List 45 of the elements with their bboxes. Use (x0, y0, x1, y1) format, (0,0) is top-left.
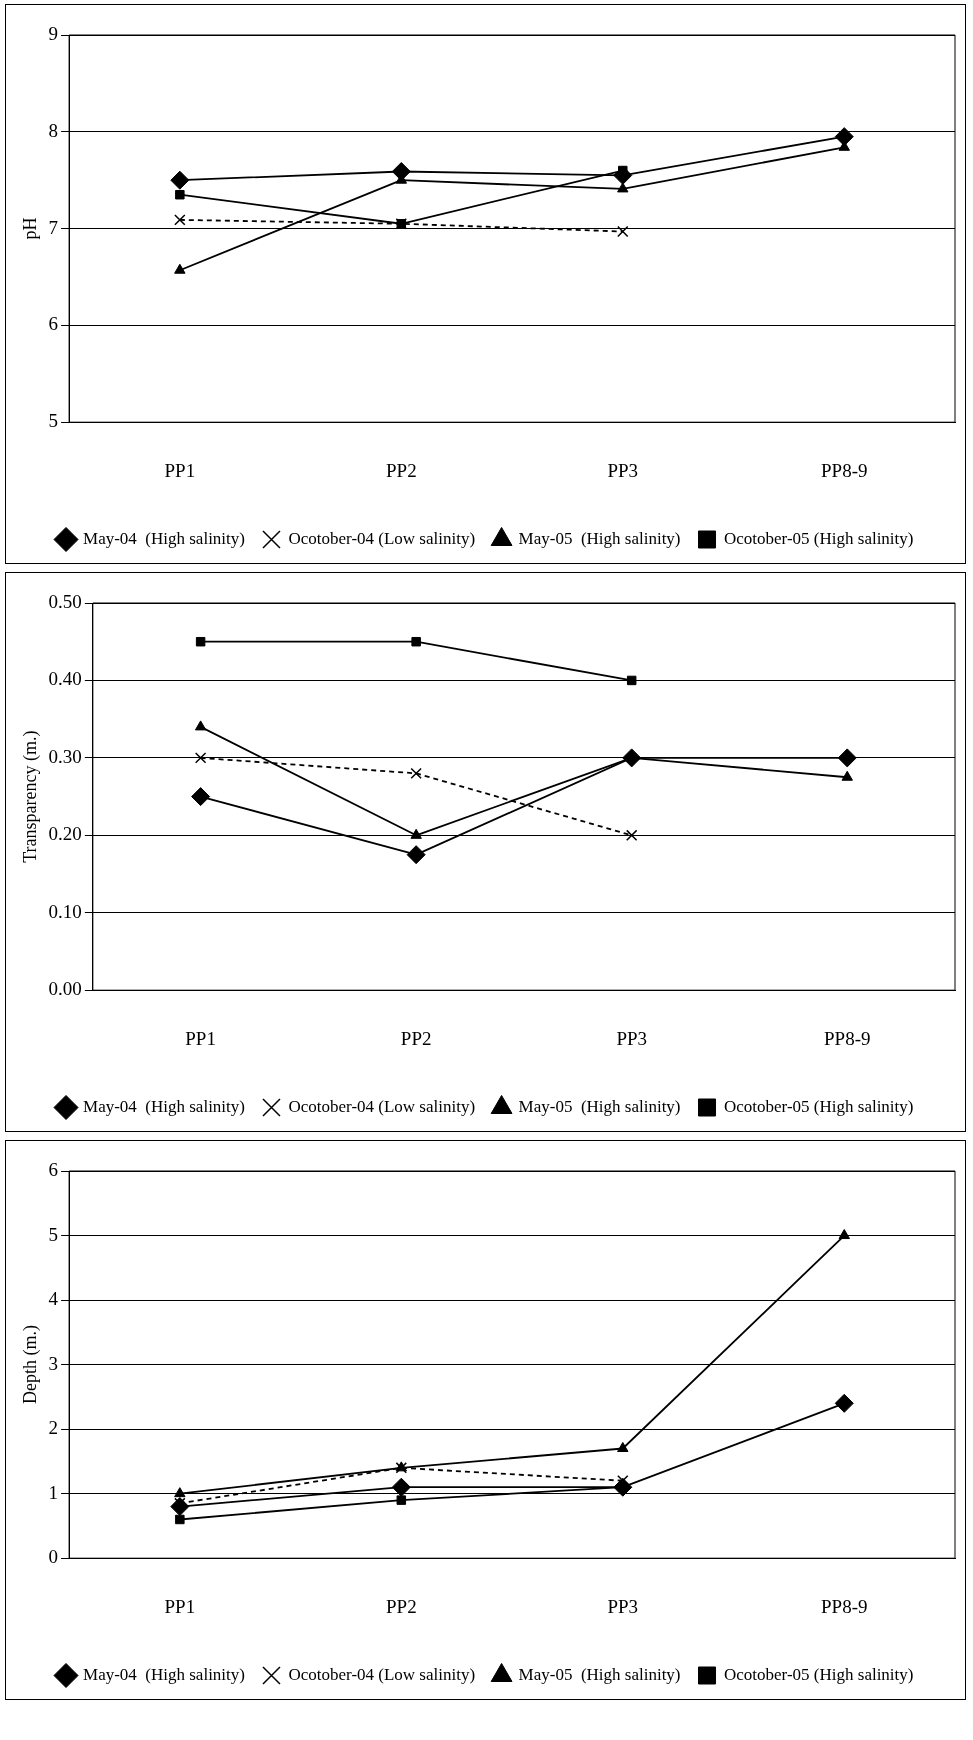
x-tick-label: PP1 (185, 1027, 216, 1049)
y-tick-label: 2 (48, 1417, 59, 1439)
legend-label: Ocotober-04 (Low salinity) (288, 1664, 476, 1684)
y-tick-label: 9 (48, 22, 59, 44)
legend-label: May-04 (High salinity) (83, 528, 245, 548)
x-tick-label: PP8-9 (821, 1595, 868, 1617)
y-tick-label: 0.50 (48, 590, 82, 612)
x-tick-label: PP2 (400, 1027, 432, 1049)
legend-label: May-04 (High salinity) (83, 1664, 245, 1684)
x-tick-label: PP8-9 (821, 459, 868, 481)
y-tick-label: 0.10 (48, 900, 82, 922)
legend-label: Ocotober-05 (High salinity) (724, 1664, 914, 1684)
y-axis-title: Transparency (m.) (19, 730, 41, 863)
y-tick-label: 5 (48, 410, 59, 432)
legend-label: May-05 (High salinity) (518, 528, 681, 548)
legend-label: Ocotober-04 (Low salinity) (288, 1096, 476, 1116)
x-tick-label: PP1 (164, 459, 196, 481)
x-tick-label: PP2 (385, 1595, 417, 1617)
legend-label: Ocotober-04 (Low salinity) (288, 528, 476, 548)
y-tick-label: 8 (48, 119, 59, 141)
y-tick-label: 4 (48, 1288, 59, 1310)
legend-label: May-05 (High salinity) (518, 1664, 681, 1684)
legend-label: May-04 (High salinity) (83, 1096, 245, 1116)
x-tick-label: PP3 (616, 1027, 648, 1049)
x-tick-label: PP3 (607, 459, 639, 481)
y-tick-label: 1 (48, 1481, 59, 1503)
x-tick-label: PP3 (607, 1595, 639, 1617)
legend-label: May-05 (High salinity) (518, 1096, 681, 1116)
y-tick-label: 7 (48, 216, 59, 238)
y-axis-title: Depth (m.) (19, 1325, 41, 1405)
y-tick-label: 0.40 (48, 668, 82, 690)
y-tick-label: 6 (48, 313, 59, 335)
y-tick-label: 3 (48, 1352, 59, 1374)
y-axis-title: pH (19, 217, 40, 240)
y-tick-label: 0.00 (48, 978, 82, 1000)
x-tick-label: PP1 (164, 1595, 196, 1617)
x-tick-label: PP8-9 (824, 1027, 871, 1049)
legend-label: Ocotober-05 (High salinity) (724, 1096, 914, 1116)
y-tick-label: 0.20 (48, 823, 82, 845)
legend-label: Ocotober-05 (High salinity) (724, 528, 914, 548)
y-tick-label: 5 (48, 1223, 59, 1245)
y-tick-label: 6 (48, 1158, 59, 1180)
y-tick-label: 0.30 (48, 745, 82, 767)
x-tick-label: PP2 (385, 459, 417, 481)
y-tick-label: 0 (48, 1546, 59, 1568)
